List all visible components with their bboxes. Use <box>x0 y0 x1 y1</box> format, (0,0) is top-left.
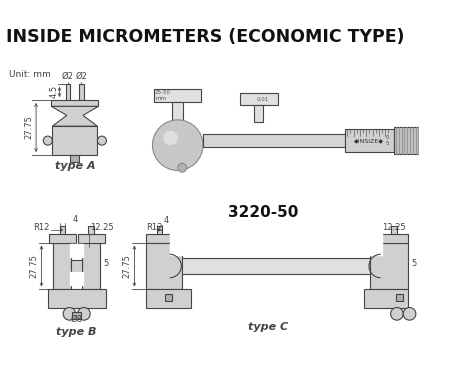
Circle shape <box>177 163 186 172</box>
Text: 27.75: 27.75 <box>122 254 131 278</box>
Bar <box>169 233 184 255</box>
Bar <box>48 290 105 308</box>
Text: 27.75: 27.75 <box>25 116 33 139</box>
Bar <box>70 155 79 162</box>
Text: 0.01: 0.01 <box>256 97 268 102</box>
Bar <box>154 89 201 102</box>
Bar <box>51 100 98 106</box>
Text: 4.5: 4.5 <box>50 85 58 99</box>
Text: 4: 4 <box>72 215 77 224</box>
Bar <box>363 290 407 308</box>
Bar <box>146 290 191 308</box>
Text: type C: type C <box>247 322 288 332</box>
Circle shape <box>43 136 52 145</box>
Text: R12: R12 <box>33 223 50 232</box>
Bar <box>172 102 183 120</box>
Bar <box>53 243 71 290</box>
Bar <box>49 234 75 243</box>
Bar <box>367 233 382 255</box>
Text: Ø2: Ø2 <box>75 72 87 81</box>
Bar <box>391 226 396 234</box>
Text: type A: type A <box>55 161 95 171</box>
Bar <box>71 260 82 272</box>
Text: 25-50
mm: 25-50 mm <box>155 90 171 101</box>
Text: ◆INSIZE◆: ◆INSIZE◆ <box>353 138 383 143</box>
Text: 4: 4 <box>163 216 168 225</box>
Bar <box>344 129 394 152</box>
Bar <box>202 134 344 147</box>
Text: Unit: mm: Unit: mm <box>9 70 50 79</box>
Circle shape <box>63 308 75 320</box>
Text: 0: 0 <box>384 135 388 140</box>
Bar <box>70 244 83 257</box>
Bar <box>254 105 263 122</box>
Text: 12.25: 12.25 <box>382 223 405 232</box>
Bar <box>239 93 277 105</box>
Bar <box>395 294 402 301</box>
Text: 5: 5 <box>410 259 416 268</box>
Text: R12: R12 <box>146 223 162 232</box>
Bar <box>394 127 425 154</box>
Circle shape <box>163 131 177 145</box>
Bar <box>52 126 97 155</box>
Bar <box>70 272 83 285</box>
Bar <box>59 226 65 234</box>
Bar <box>79 84 84 100</box>
Bar <box>380 234 407 243</box>
Bar <box>88 226 94 234</box>
Bar <box>146 234 173 243</box>
Text: 27.75: 27.75 <box>30 254 39 278</box>
Bar <box>66 84 70 100</box>
Bar <box>165 294 172 301</box>
Circle shape <box>97 136 106 145</box>
Bar <box>77 234 105 243</box>
Bar <box>82 243 100 290</box>
Circle shape <box>152 120 202 171</box>
Bar <box>72 312 81 319</box>
Text: Ø2: Ø2 <box>62 72 74 81</box>
Text: 5: 5 <box>104 259 109 268</box>
Bar <box>182 258 369 274</box>
Text: 5: 5 <box>384 141 388 146</box>
Circle shape <box>390 308 402 320</box>
Text: INSIDE MICROMETERS (ECONOMIC TYPE): INSIDE MICROMETERS (ECONOMIC TYPE) <box>6 28 404 46</box>
Circle shape <box>402 308 415 320</box>
Bar <box>156 226 162 234</box>
Polygon shape <box>51 106 98 126</box>
Bar <box>369 243 407 290</box>
Text: Ø8: Ø8 <box>70 315 82 324</box>
Text: type B: type B <box>56 326 97 336</box>
Text: 3220-50: 3220-50 <box>228 205 298 220</box>
Circle shape <box>157 229 160 231</box>
Text: 12.25: 12.25 <box>90 223 113 232</box>
Circle shape <box>60 229 63 231</box>
Bar <box>425 135 443 146</box>
Circle shape <box>77 308 90 320</box>
Bar <box>146 243 182 290</box>
